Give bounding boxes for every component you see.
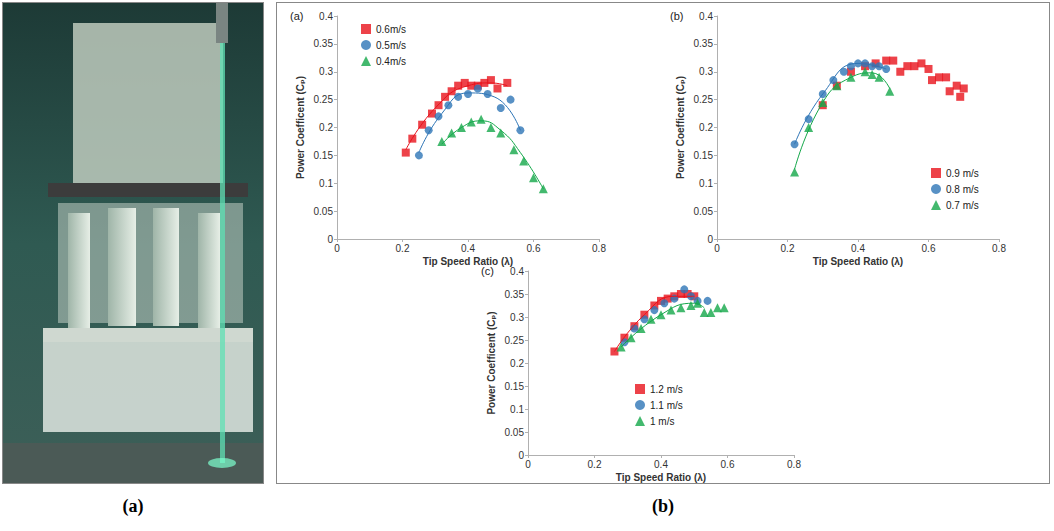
svg-text:0.25: 0.25 [314, 94, 334, 105]
svg-text:0.15: 0.15 [505, 381, 525, 392]
svg-text:0.2: 0.2 [319, 122, 333, 133]
svg-text:Tip Speed Ratio (λ): Tip Speed Ratio (λ) [616, 472, 706, 483]
svg-text:0.15: 0.15 [694, 150, 714, 161]
svg-text:0.4: 0.4 [319, 11, 333, 22]
svg-text:0.2: 0.2 [699, 122, 713, 133]
svg-text:1.1 m/s: 1.1 m/s [650, 400, 683, 411]
svg-text:0.5m/s: 0.5m/s [376, 40, 406, 51]
svg-text:0.4m/s: 0.4m/s [376, 56, 406, 67]
svg-text:0.7 m/s: 0.7 m/s [946, 200, 979, 211]
svg-text:0.6: 0.6 [721, 459, 735, 470]
svg-text:0: 0 [714, 243, 720, 254]
svg-text:0: 0 [707, 234, 713, 245]
svg-text:0.25: 0.25 [694, 94, 714, 105]
svg-text:0.1: 0.1 [699, 178, 713, 189]
svg-text:0.05: 0.05 [694, 206, 714, 217]
svg-text:0.25: 0.25 [505, 335, 525, 346]
svg-text:1 m/s: 1 m/s [650, 416, 674, 427]
svg-text:0.8: 0.8 [787, 459, 801, 470]
svg-text:(a): (a) [290, 10, 303, 22]
svg-text:Power Coefficent (Cₚ): Power Coefficent (Cₚ) [675, 76, 686, 179]
svg-text:0.6m/s: 0.6m/s [376, 24, 406, 35]
svg-text:0.6: 0.6 [922, 243, 936, 254]
svg-text:0.4: 0.4 [461, 243, 475, 254]
svg-text:Tip Speed Ratio (λ): Tip Speed Ratio (λ) [423, 256, 513, 267]
svg-text:Power Coefficent (Cₚ): Power Coefficent (Cₚ) [486, 311, 497, 414]
svg-text:0.6: 0.6 [527, 243, 541, 254]
svg-text:0.8: 0.8 [592, 243, 606, 254]
svg-text:0.35: 0.35 [505, 289, 525, 300]
svg-text:1.2 m/s: 1.2 m/s [650, 384, 683, 395]
svg-text:(b): (b) [670, 10, 683, 22]
svg-text:0.05: 0.05 [314, 206, 334, 217]
svg-text:0.1: 0.1 [319, 178, 333, 189]
html-text:(a): (a) [122, 496, 144, 516]
svg-text:0: 0 [525, 459, 531, 470]
svg-text:0.3: 0.3 [510, 312, 524, 323]
svg-text:0.2: 0.2 [510, 358, 524, 369]
svg-text:0.4: 0.4 [510, 266, 524, 277]
svg-text:0.15: 0.15 [314, 150, 334, 161]
svg-text:0.2: 0.2 [588, 459, 602, 470]
svg-text:0.05: 0.05 [505, 427, 525, 438]
svg-text:0.9 m/s: 0.9 m/s [946, 168, 979, 179]
svg-text:0.8: 0.8 [992, 243, 1006, 254]
svg-text:0: 0 [518, 450, 524, 461]
svg-text:0.8 m/s: 0.8 m/s [946, 184, 979, 195]
svg-text:0.3: 0.3 [319, 66, 333, 77]
svg-text:0.4: 0.4 [699, 11, 713, 22]
svg-text:0.1: 0.1 [510, 404, 524, 415]
svg-text:(c): (c) [481, 265, 494, 277]
svg-text:Power Coefficent (Cₚ): Power Coefficent (Cₚ) [295, 76, 306, 179]
svg-text:0: 0 [327, 234, 333, 245]
svg-text:0.3: 0.3 [699, 66, 713, 77]
svg-text:0.2: 0.2 [781, 243, 795, 254]
svg-text:Tip Speed Ratio (λ): Tip Speed Ratio (λ) [813, 256, 903, 267]
svg-text:0.35: 0.35 [314, 38, 334, 49]
html-text:(b): (b) [652, 496, 674, 516]
svg-text:0.4: 0.4 [654, 459, 668, 470]
svg-text:0.35: 0.35 [694, 38, 714, 49]
svg-text:0: 0 [334, 243, 340, 254]
svg-text:0.4: 0.4 [851, 243, 865, 254]
svg-text:0.2: 0.2 [396, 243, 410, 254]
